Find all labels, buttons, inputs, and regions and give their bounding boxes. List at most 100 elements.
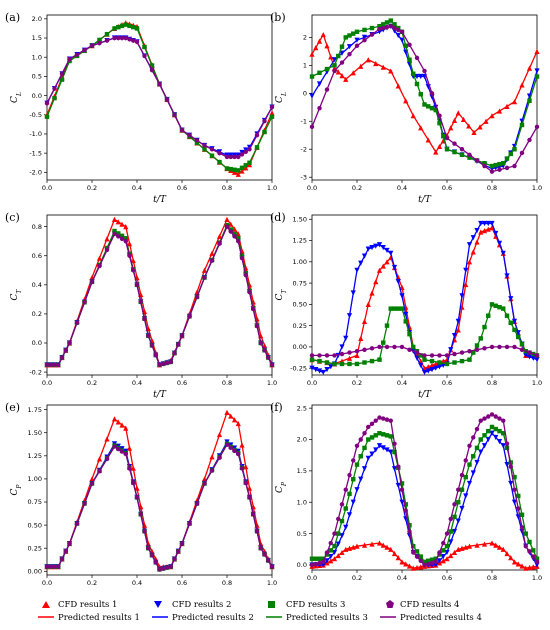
cfd-marker-1 xyxy=(365,301,371,307)
cfd-marker-4 xyxy=(324,550,330,555)
cfd-marker-4 xyxy=(157,81,162,87)
cfd-marker-4 xyxy=(392,441,397,446)
plot-frame xyxy=(46,404,273,576)
cfd-marker-4 xyxy=(403,508,408,513)
cfd-marker-1 xyxy=(380,64,386,70)
cfd-marker-1 xyxy=(224,216,230,222)
cfd-marker-2 xyxy=(474,228,480,234)
cfd-marker-4 xyxy=(317,353,322,358)
cfd-marker-4 xyxy=(422,562,427,568)
cfd-marker-1 xyxy=(451,549,458,556)
cfd-marker-1 xyxy=(239,168,245,174)
cfd-marker-4 xyxy=(127,37,132,42)
cfd-marker-4 xyxy=(52,86,57,91)
cfd-marker-3 xyxy=(384,323,390,328)
cfd-marker-2 xyxy=(369,245,375,251)
cfd-marker-1 xyxy=(384,544,390,550)
x-tick-label: 0.4 xyxy=(397,574,407,582)
y-tick-label: 1.5 xyxy=(297,467,307,475)
cfd-marker-1 xyxy=(358,335,364,342)
cfd-marker-3 xyxy=(403,43,408,48)
y-axis-label: CP xyxy=(275,481,288,493)
cfd-marker-4 xyxy=(519,525,525,530)
cfd-marker-3 xyxy=(332,543,337,549)
cfd-marker-4 xyxy=(142,529,147,534)
cfd-marker-4 xyxy=(388,418,393,423)
y-tick-label: 0.2 xyxy=(32,310,42,318)
x-tick-label: 0.2 xyxy=(87,184,97,192)
cfd-marker-3 xyxy=(459,487,465,492)
cfd-marker-3 xyxy=(384,20,390,25)
cfd-marker-3 xyxy=(459,358,465,364)
cfd-marker-4 xyxy=(262,118,267,124)
cfd-marker-4 xyxy=(146,333,151,338)
cfd-marker-3 xyxy=(441,133,446,139)
cfd-marker-4 xyxy=(309,562,315,568)
cfd-marker-1 xyxy=(335,69,341,75)
cfd-marker-4 xyxy=(56,362,61,368)
cfd-marker-3 xyxy=(497,161,502,167)
series-4 xyxy=(309,344,540,358)
cfd-marker-2 xyxy=(399,293,405,299)
cfd-marker-3 xyxy=(399,306,405,311)
cfd-marker-1 xyxy=(235,171,241,177)
cfd-marker-2 xyxy=(346,313,353,319)
cfd-marker-4 xyxy=(351,458,356,463)
cfd-marker-4 xyxy=(44,564,50,569)
predicted-line-3 xyxy=(47,224,273,366)
cfd-marker-1 xyxy=(504,103,510,109)
cfd-marker-2 xyxy=(418,362,424,368)
cfd-marker-2 xyxy=(331,57,338,63)
cfd-marker-4 xyxy=(97,469,102,474)
cfd-marker-2 xyxy=(459,293,465,299)
cfd-marker-4 xyxy=(534,559,540,565)
cfd-marker-3 xyxy=(448,529,453,534)
cfd-marker-3 xyxy=(444,543,450,549)
cfd-marker-4 xyxy=(179,541,185,546)
cfd-marker-4 xyxy=(377,26,382,32)
cfd-marker-4 xyxy=(459,472,465,478)
cfd-marker-4 xyxy=(426,561,431,567)
y-tick-label: 0.25 xyxy=(28,544,42,552)
cfd-marker-4 xyxy=(123,238,128,244)
cfd-marker-4 xyxy=(194,501,200,506)
cfd-marker-3 xyxy=(217,159,222,165)
cfd-marker-1 xyxy=(231,417,238,423)
cfd-marker-4 xyxy=(157,362,162,368)
cfd-marker-3 xyxy=(262,129,267,135)
y-tick-label: -3 xyxy=(301,173,307,181)
cfd-marker-4 xyxy=(209,468,215,473)
cfd-marker-3 xyxy=(497,428,502,434)
series-4 xyxy=(44,224,275,368)
legend-pred-4-label: Predicted results 4 xyxy=(400,613,482,623)
cfd-marker-3 xyxy=(471,350,476,355)
legend-pred-3-label: Predicted results 3 xyxy=(286,613,368,623)
cfd-marker-4 xyxy=(187,133,192,138)
cfd-marker-4 xyxy=(467,152,472,158)
cfd-marker-1 xyxy=(478,229,484,235)
y-tick-label: 0.00 xyxy=(28,568,42,576)
cfd-marker-4 xyxy=(119,449,125,454)
y-axis-label: CT xyxy=(10,289,23,301)
cfd-marker-3 xyxy=(377,357,382,362)
predicted-line-2 xyxy=(47,225,273,366)
x-tick-label: 1.0 xyxy=(267,579,277,587)
cfd-marker-4 xyxy=(74,320,80,325)
cfd-marker-4 xyxy=(444,135,450,141)
cfd-marker-1 xyxy=(526,65,533,71)
cfd-marker-4 xyxy=(516,506,521,511)
cfd-marker-4 xyxy=(527,350,532,355)
cfd-marker-3 xyxy=(247,160,252,165)
x-tick-label: 0.4 xyxy=(132,579,142,587)
cfd-marker-2 xyxy=(474,459,480,466)
cfd-marker-3 xyxy=(381,340,386,345)
cfd-marker-4 xyxy=(194,294,200,300)
cfd-marker-1 xyxy=(380,542,386,548)
cfd-marker-1 xyxy=(483,118,489,124)
cfd-marker-3 xyxy=(456,500,461,505)
cfd-marker-1 xyxy=(395,83,401,89)
cfd-marker-2 xyxy=(425,368,431,374)
cfd-marker-3 xyxy=(116,24,121,30)
cfd-marker-2 xyxy=(309,365,315,371)
